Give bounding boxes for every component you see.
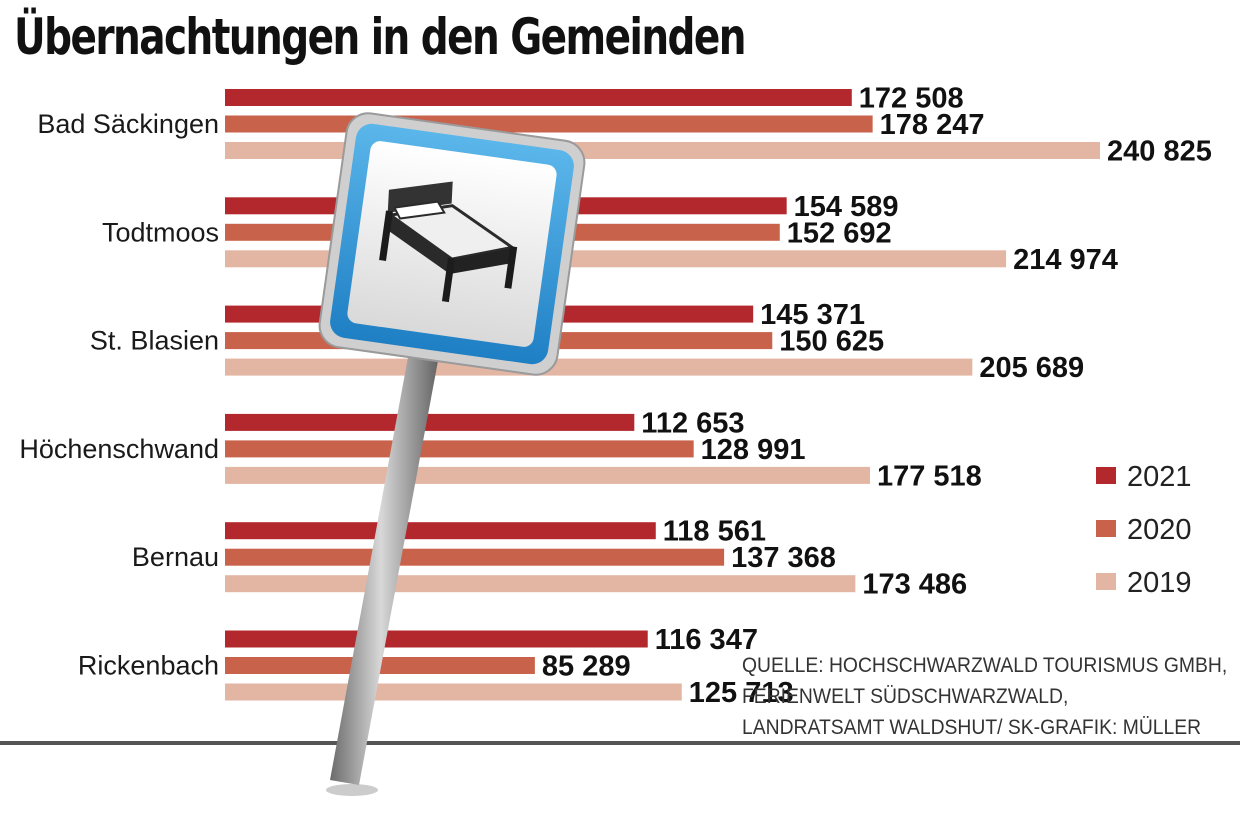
legend-swatch <box>1096 467 1116 484</box>
source-line: FERIENWELT SÜDSCHWARZWALD, <box>742 685 1069 708</box>
data-label: 145 371 <box>760 299 865 331</box>
legend-swatch <box>1096 520 1116 537</box>
legend: 2021 2020 2019 <box>1096 461 1192 599</box>
bar-2019 <box>225 358 973 376</box>
ground-line <box>0 741 1240 745</box>
bar-2021 <box>225 413 635 431</box>
data-label: 125 713 <box>689 677 794 709</box>
data-label: 137 368 <box>731 542 836 574</box>
category-label: Bad Säckingen <box>37 109 219 139</box>
data-label: 150 625 <box>779 326 884 358</box>
chart-title: Übernachtungen in den Gemeinden <box>14 8 747 66</box>
category-label: Bernau <box>132 542 219 572</box>
legend-label: 2020 <box>1127 514 1192 546</box>
category-label: Rickenbach <box>78 651 219 681</box>
bar-2019 <box>225 683 682 701</box>
bar-2021 <box>225 522 656 540</box>
category-labels-group: Bad Säckingen Todtmoos St. Blasien Höchensc… <box>19 109 219 681</box>
data-label: 118 561 <box>663 516 766 548</box>
data-label: 205 689 <box>979 352 1084 384</box>
data-label: 128 991 <box>701 434 806 466</box>
bar-2021 <box>225 630 648 648</box>
source-line: QUELLE: HOCHSCHWARZWALD TOURISMUS GMBH, <box>742 654 1228 677</box>
data-label: 214 974 <box>1013 244 1118 276</box>
data-label: 116 347 <box>655 624 758 656</box>
data-label: 152 692 <box>787 217 892 249</box>
bar-2020 <box>225 440 694 458</box>
legend-swatch <box>1096 573 1116 590</box>
bar-2020 <box>225 115 873 133</box>
data-label: 173 486 <box>862 569 967 601</box>
category-label: Höchenschwand <box>19 434 219 464</box>
bar-2019 <box>225 575 856 593</box>
bar-2019 <box>225 466 870 484</box>
data-label: 154 589 <box>794 191 899 223</box>
data-label: 178 247 <box>880 109 985 141</box>
data-label: 172 508 <box>859 83 964 115</box>
category-label: Todtmoos <box>102 217 219 247</box>
bar-2020 <box>225 548 725 566</box>
bed-sign-icon <box>318 112 586 796</box>
data-label: 177 518 <box>877 460 982 492</box>
source-line: LANDRATSAMT WALDSHUT/ SK-GRAFIK: MÜLLER <box>742 716 1202 739</box>
data-label: 240 825 <box>1107 136 1212 168</box>
data-label: 112 653 <box>641 407 744 439</box>
category-label: St. Blasien <box>90 326 219 356</box>
legend-label: 2019 <box>1127 567 1192 599</box>
data-label: 85 289 <box>542 651 631 683</box>
legend-label: 2021 <box>1127 461 1192 493</box>
bar-2021 <box>225 89 852 106</box>
source-note: QUELLE: HOCHSCHWARZWALD TOURISMUS GMBH, … <box>742 650 1227 743</box>
